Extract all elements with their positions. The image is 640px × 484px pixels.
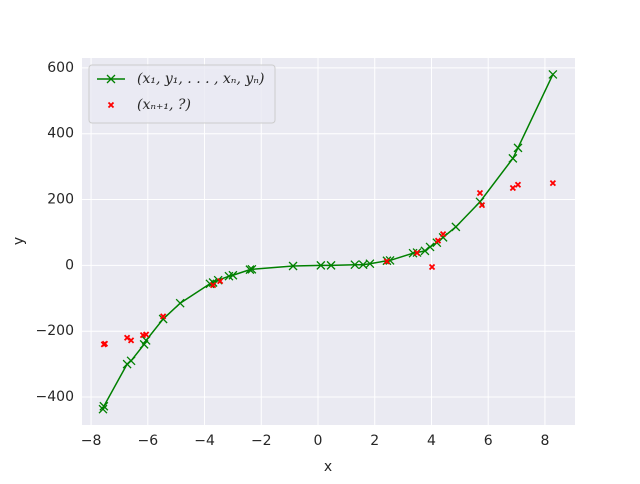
x-tick-label: 0 <box>314 433 323 449</box>
marker <box>208 278 218 287</box>
marker <box>413 249 421 256</box>
marker <box>478 201 486 209</box>
marker <box>98 404 108 414</box>
marker <box>420 246 430 256</box>
marker <box>228 270 238 280</box>
marker <box>513 143 523 153</box>
marker <box>326 260 336 270</box>
y-axis-label: y <box>11 237 27 245</box>
marker <box>142 331 150 338</box>
marker <box>383 258 391 265</box>
marker <box>123 334 131 341</box>
marker <box>316 260 326 270</box>
marker <box>175 298 185 308</box>
marker <box>209 281 217 289</box>
legend: (x₁, y₁, . . . , xₙ, yₙ) (xₙ₊₁, ?) <box>88 64 276 124</box>
marker <box>438 232 448 242</box>
marker <box>350 260 360 270</box>
marker <box>476 189 484 197</box>
marker <box>508 153 518 163</box>
marker <box>126 356 136 366</box>
marker <box>428 263 436 271</box>
marker <box>106 74 116 84</box>
marker <box>425 242 435 252</box>
x-tick-label: 2 <box>370 433 379 449</box>
marker <box>159 313 167 320</box>
y-tick-label: 400 <box>47 126 74 142</box>
marker <box>158 314 168 324</box>
legend-box <box>88 64 276 124</box>
marker <box>514 181 522 188</box>
marker <box>127 337 135 344</box>
marker <box>288 261 298 271</box>
y-tick-label: −200 <box>36 323 74 339</box>
x-axis-label: x <box>324 459 332 475</box>
x-tick-label: 8 <box>540 433 549 449</box>
y-tick-label: 600 <box>47 60 74 76</box>
marker <box>451 222 461 232</box>
marker <box>549 179 557 187</box>
y-tick-label: 200 <box>47 192 74 208</box>
y-tick-label: −400 <box>36 389 74 405</box>
marker <box>439 230 447 238</box>
marker <box>245 265 255 275</box>
marker <box>434 237 442 244</box>
x-tick-label: 4 <box>427 433 436 449</box>
x-tick-label: −6 <box>137 433 158 449</box>
legend-label: (xₙ₊₁, ?) <box>137 97 191 113</box>
x-tick-label: −2 <box>251 433 272 449</box>
marker <box>247 264 257 274</box>
legend-label: (x₁, y₁, . . . , xₙ, yₙ) <box>137 71 264 87</box>
marker <box>141 335 151 345</box>
marker <box>217 278 224 285</box>
marker <box>101 340 109 347</box>
marker <box>548 69 558 79</box>
x-tick-label: −8 <box>81 433 102 449</box>
marker <box>365 259 375 269</box>
x-tick-label: −4 <box>194 433 215 449</box>
marker <box>107 101 115 109</box>
marker <box>509 184 517 192</box>
y-tick-label: 0 <box>65 257 74 273</box>
x-tick-label: 6 <box>484 433 493 449</box>
marker <box>99 401 109 411</box>
marks <box>98 69 558 414</box>
